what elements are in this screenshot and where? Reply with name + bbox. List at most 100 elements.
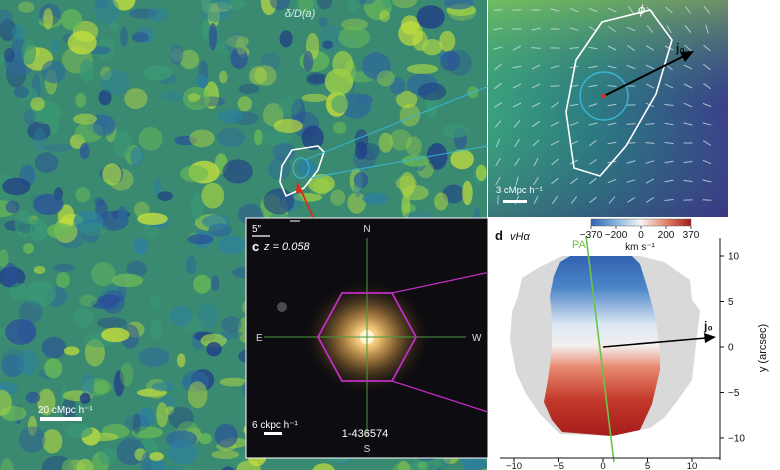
density-speckle [249, 66, 267, 85]
density-speckle [392, 462, 413, 470]
direction-stick [664, 179, 674, 183]
direction-stick [569, 7, 579, 13]
direction-stick [569, 47, 579, 49]
direction-stick [588, 8, 598, 12]
direction-stick [532, 120, 540, 128]
panel-c-redshift: z = 0.058 [263, 241, 310, 253]
density-speckle [347, 192, 367, 214]
density-speckle [94, 197, 105, 206]
colorbar-tick-label: 0 [638, 230, 644, 241]
density-speckle [262, 103, 284, 127]
density-speckle [133, 237, 148, 255]
density-speckle [117, 205, 128, 226]
direction-stick [683, 122, 693, 126]
panel-a-scalebar-label: 20 cMpc h⁻¹ [38, 405, 93, 416]
density-speckle [165, 406, 175, 415]
density-speckle [295, 0, 319, 16]
colorbar-tick-label: 370 [683, 230, 700, 241]
density-speckle [361, 52, 391, 80]
direction-stick [683, 83, 693, 89]
density-speckle [93, 380, 110, 395]
density-speckle [161, 465, 183, 470]
density-speckle [170, 44, 184, 65]
density-speckle [353, 172, 369, 188]
density-speckle [144, 65, 172, 81]
density-speckle [340, 93, 372, 119]
panel-a-scalebar [40, 417, 82, 421]
pa-label: PA [572, 239, 587, 251]
density-speckle [221, 466, 236, 470]
direction-stick [532, 139, 540, 147]
panel-d-vector-label: j₀ [703, 319, 713, 333]
density-speckle [98, 89, 112, 106]
density-speckle [362, 192, 389, 205]
density-speckle [216, 235, 246, 255]
panel-b-direction-sticks [493, 6, 712, 205]
density-speckle [180, 165, 209, 183]
density-speckle [101, 290, 125, 314]
density-speckle [94, 0, 108, 9]
panel-d-spin-arrow [602, 337, 707, 348]
direction-stick [514, 138, 520, 148]
compass-south: S [364, 444, 371, 455]
y-tick-label: −5 [728, 388, 740, 399]
pa-line [585, 235, 615, 463]
density-speckle [100, 66, 112, 81]
density-speckle [99, 448, 117, 466]
density-speckle [131, 32, 149, 43]
direction-stick [512, 102, 522, 108]
direction-stick [626, 179, 636, 183]
direction-stick [684, 6, 692, 14]
direction-stick [550, 8, 560, 12]
density-speckle [301, 93, 328, 103]
direction-stick [626, 26, 636, 32]
panel-c-galaxy-image: 5″ c z = 0.058 N S E W 6 ckpc h⁻¹ 1-4365… [246, 218, 488, 458]
x-tick-label: 10 [687, 461, 698, 470]
direction-stick [607, 178, 617, 184]
density-speckle [191, 193, 204, 220]
background-star [277, 302, 287, 312]
density-speckle [197, 303, 219, 329]
direction-stick [645, 123, 655, 125]
density-speckle [137, 212, 168, 225]
density-speckle [291, 99, 306, 126]
density-speckle [279, 30, 293, 48]
density-speckle [462, 180, 473, 206]
density-speckle [198, 433, 212, 445]
density-speckle [2, 263, 19, 287]
direction-stick [627, 6, 635, 14]
density-speckle [100, 69, 130, 95]
direction-stick [626, 197, 636, 203]
density-speckle [417, 82, 447, 101]
x-tick-label: −5 [553, 461, 564, 470]
density-speckle [296, 159, 317, 177]
x-tick-label: 5 [645, 461, 650, 470]
density-speckle [193, 274, 212, 294]
direction-stick [569, 27, 579, 31]
y-tick-label: 10 [728, 252, 740, 263]
direction-stick [588, 46, 598, 50]
density-speckle [29, 218, 48, 242]
density-speckle [156, 402, 169, 428]
direction-stick [531, 102, 541, 108]
density-speckle [42, 143, 74, 152]
direction-stick [550, 65, 560, 69]
density-speckle [44, 358, 63, 379]
density-speckle [124, 88, 148, 110]
density-speckle [137, 407, 155, 428]
direction-stick [702, 102, 712, 108]
panel-a-phi-contour [279, 145, 325, 198]
density-speckle [169, 306, 193, 327]
density-speckle [182, 86, 211, 111]
density-speckle [381, 0, 394, 8]
direction-stick [493, 46, 503, 50]
y-axis-ticks: 10 5 0 −5 −10 [720, 252, 745, 445]
galaxy-id-label: 1-436574 [342, 428, 389, 440]
panel-b-spin-arrowhead [680, 51, 694, 62]
density-speckle [434, 192, 449, 211]
direction-stick [684, 25, 692, 33]
density-speckle [23, 243, 34, 254]
density-speckle [113, 370, 125, 397]
y-tick-label: −10 [728, 434, 745, 445]
